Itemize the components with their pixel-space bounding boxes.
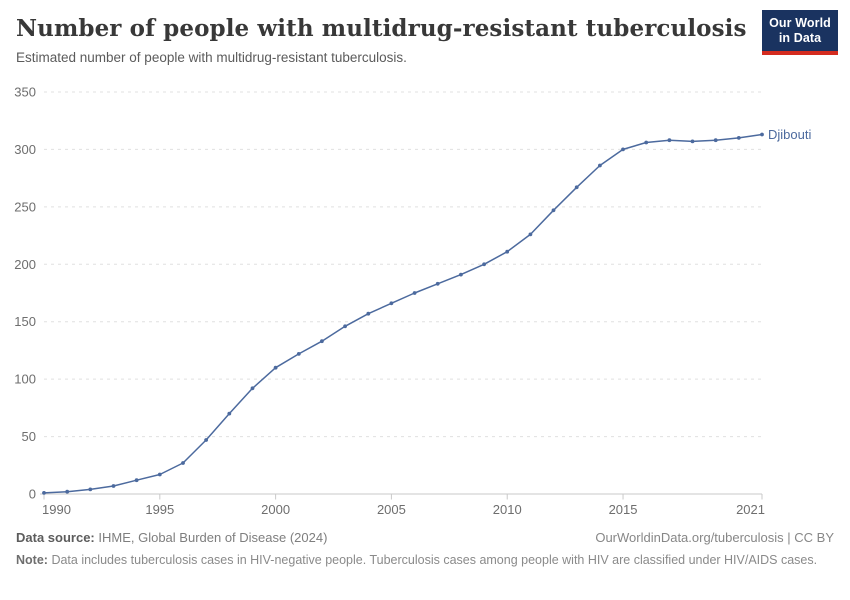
x-tick-label: 2005 bbox=[377, 502, 406, 517]
data-point[interactable] bbox=[42, 491, 46, 495]
note-label: Note: bbox=[16, 553, 48, 567]
data-point[interactable] bbox=[459, 272, 463, 277]
data-point[interactable] bbox=[713, 138, 718, 143]
y-tick-label: 150 bbox=[14, 314, 36, 329]
page-title: Number of people with multidrug-resistan… bbox=[16, 15, 747, 42]
data-point[interactable] bbox=[551, 208, 556, 213]
data-point[interactable] bbox=[598, 163, 602, 168]
data-source-line: Data source: IHME, Global Burden of Dise… bbox=[16, 530, 327, 545]
x-tick-label: 2021 bbox=[736, 502, 765, 517]
y-tick-label: 350 bbox=[14, 85, 36, 100]
y-tick-label: 250 bbox=[14, 199, 36, 214]
y-tick-label: 0 bbox=[29, 487, 36, 502]
note-line: Note: Data includes tuberculosis cases i… bbox=[16, 551, 822, 569]
data-point[interactable] bbox=[320, 339, 324, 344]
data-point[interactable] bbox=[435, 281, 440, 286]
data-point[interactable] bbox=[482, 262, 486, 267]
data-point[interactable] bbox=[227, 411, 232, 416]
data-source-value: IHME, Global Burden of Disease (2024) bbox=[98, 530, 328, 545]
data-point[interactable] bbox=[690, 139, 695, 144]
data-point[interactable] bbox=[204, 438, 209, 442]
x-tick-label: 1995 bbox=[145, 502, 174, 517]
owid-logo-line1: Our World bbox=[769, 16, 831, 30]
x-tick-label: 2010 bbox=[493, 502, 522, 517]
data-point[interactable] bbox=[273, 365, 278, 370]
data-point[interactable] bbox=[505, 249, 510, 254]
attribution-link[interactable]: OurWorldinData.org/tuberculosis | CC BY bbox=[595, 530, 834, 545]
data-point[interactable] bbox=[760, 132, 764, 137]
x-tick-label: 2000 bbox=[261, 502, 290, 517]
y-tick-label: 100 bbox=[14, 372, 36, 387]
djibouti-line bbox=[43, 133, 763, 494]
data-point[interactable] bbox=[736, 136, 741, 140]
data-point[interactable] bbox=[528, 232, 533, 237]
source-row: Data source: IHME, Global Burden of Dise… bbox=[16, 530, 834, 545]
data-point[interactable] bbox=[412, 291, 417, 295]
data-point[interactable] bbox=[157, 472, 162, 477]
data-point[interactable] bbox=[65, 489, 70, 494]
data-point[interactable] bbox=[343, 324, 347, 329]
x-tick-label: 1990 bbox=[42, 502, 71, 517]
data-point[interactable] bbox=[574, 185, 579, 190]
data-point[interactable] bbox=[134, 478, 139, 483]
data-point[interactable] bbox=[111, 484, 116, 488]
data-point[interactable] bbox=[667, 138, 672, 143]
data-point[interactable] bbox=[88, 487, 93, 492]
owid-logo[interactable]: Our World in Data bbox=[762, 10, 838, 55]
y-tick-label: 200 bbox=[14, 257, 36, 272]
data-point[interactable] bbox=[181, 461, 185, 465]
data-point[interactable] bbox=[366, 311, 371, 316]
chart-header: Number of people with multidrug-resistan… bbox=[16, 10, 838, 65]
line-chart[interactable]: 0 50 100 150 200 250 300 350 1990 1995 2000 2005 201… bbox=[0, 84, 850, 534]
data-point[interactable] bbox=[389, 301, 394, 306]
x-tick-label: 2015 bbox=[609, 502, 638, 517]
data-point[interactable] bbox=[621, 147, 625, 152]
data-source-label: Data source: bbox=[16, 530, 95, 545]
owid-logo-line2: in Data bbox=[778, 30, 822, 45]
y-tick-label: 50 bbox=[22, 429, 36, 444]
chart-footer: Data source: IHME, Global Burden of Dise… bbox=[16, 530, 834, 569]
data-point[interactable] bbox=[296, 352, 301, 356]
series-end-label[interactable]: Djibouti bbox=[768, 127, 811, 142]
data-point[interactable] bbox=[644, 140, 649, 145]
y-tick-label: 300 bbox=[14, 142, 36, 157]
chart-subtitle: Estimated number of people with multidru… bbox=[16, 50, 407, 65]
note-value: Data includes tuberculosis cases in HIV-… bbox=[51, 553, 818, 567]
data-point[interactable] bbox=[250, 386, 255, 391]
